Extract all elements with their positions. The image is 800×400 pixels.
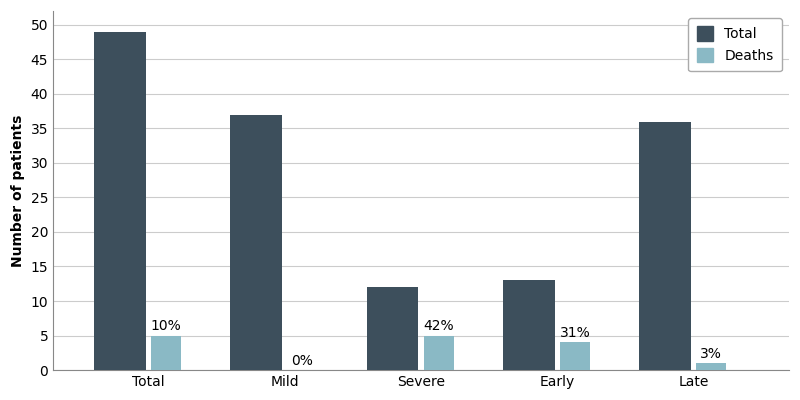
Bar (151, 336, 182, 370)
Bar (639, 122, 690, 370)
Text: 42%: 42% (423, 320, 454, 334)
Bar (366, 287, 418, 370)
Text: 31%: 31% (560, 326, 590, 340)
Bar (696, 363, 726, 370)
Text: 0%: 0% (291, 354, 314, 368)
Text: 3%: 3% (700, 347, 722, 361)
Bar (230, 115, 282, 370)
Bar (502, 280, 554, 370)
Bar (560, 342, 590, 370)
Bar (94, 32, 146, 370)
Y-axis label: Number of patients: Number of patients (11, 114, 25, 267)
Legend: Total, Deaths: Total, Deaths (688, 18, 782, 71)
Bar (424, 336, 454, 370)
Text: 10%: 10% (151, 320, 182, 334)
